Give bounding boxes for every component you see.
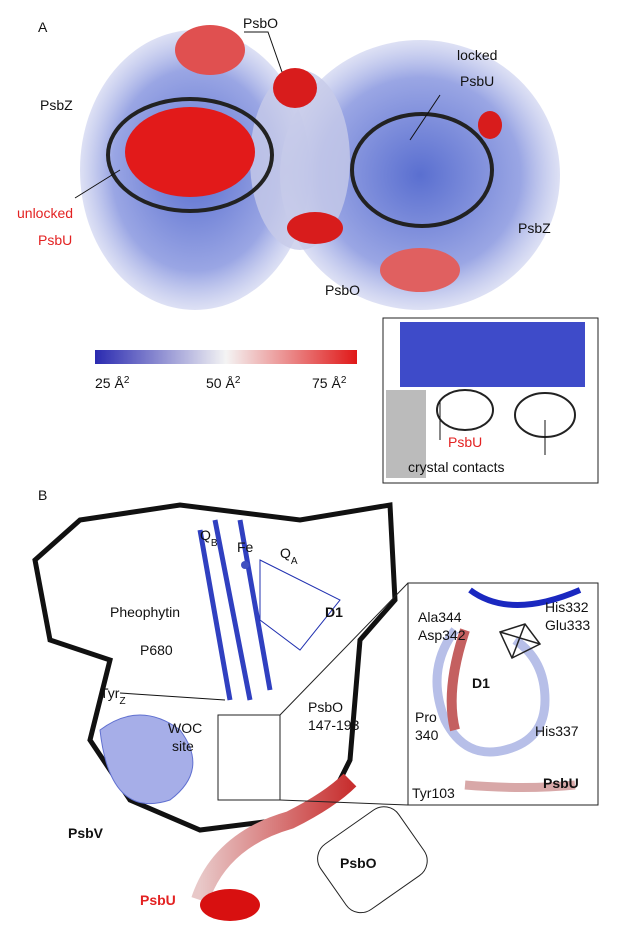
label: PsbO bbox=[340, 855, 377, 871]
psbu bbox=[200, 889, 260, 921]
label: PsbO bbox=[243, 15, 278, 31]
label: D1 bbox=[472, 675, 490, 691]
pointer bbox=[119, 692, 226, 701]
protein bbox=[400, 322, 585, 387]
circle bbox=[106, 97, 274, 213]
label: 147-193 bbox=[308, 717, 360, 733]
red-cluster bbox=[175, 25, 245, 75]
colorbar-label: 75 Å2 bbox=[312, 375, 347, 392]
colorbar-label: 50 Å2 bbox=[206, 375, 241, 392]
panel-label: B bbox=[38, 487, 47, 503]
label-part: 2 bbox=[124, 375, 130, 386]
zoom-line bbox=[279, 799, 409, 806]
label-part: Q bbox=[280, 545, 291, 561]
label: QA bbox=[280, 545, 298, 567]
pointer bbox=[409, 94, 441, 141]
psbo-shape bbox=[317, 806, 428, 914]
label: Pro bbox=[415, 709, 437, 725]
panel-label: A bbox=[38, 19, 48, 35]
zoom-inset: Ala344 Asp342 His332 Glu333 Pro 340 His3… bbox=[407, 582, 599, 806]
red-cluster bbox=[273, 68, 317, 108]
label-part: Q bbox=[200, 527, 211, 543]
backbone bbox=[464, 780, 576, 792]
label-part: 25 Å bbox=[95, 375, 124, 391]
label: P680 bbox=[140, 642, 173, 658]
label: 340 bbox=[415, 727, 439, 743]
circle bbox=[350, 112, 494, 228]
psbv bbox=[99, 714, 194, 805]
label: Ala344 bbox=[418, 609, 462, 625]
red-cluster bbox=[287, 212, 343, 244]
label: WOC bbox=[168, 720, 202, 736]
backbone bbox=[446, 628, 470, 732]
label: Fe bbox=[237, 539, 254, 555]
label: PsbZ bbox=[518, 220, 551, 236]
zoom-line bbox=[279, 582, 409, 716]
panel-b: B QB Fe QA Pheophytin D1 P680 TyrZ PsbO … bbox=[32, 487, 599, 921]
label: Pheophytin bbox=[110, 604, 180, 620]
backbone bbox=[468, 587, 582, 608]
label: PsbU bbox=[140, 892, 176, 908]
label: PsbU bbox=[460, 73, 494, 89]
pointer bbox=[74, 169, 121, 199]
label: crystal contacts bbox=[408, 459, 504, 475]
label: PsbO bbox=[325, 282, 360, 298]
zoom-box bbox=[217, 714, 281, 801]
label: PsbU bbox=[448, 434, 482, 450]
label: unlocked bbox=[17, 205, 73, 221]
molecule bbox=[280, 40, 560, 310]
label-part: Tyr bbox=[100, 685, 120, 701]
cofactor bbox=[259, 559, 341, 651]
label-part: A bbox=[291, 556, 298, 567]
inset: PsbU crystal contacts bbox=[382, 317, 599, 484]
label-part: B bbox=[211, 538, 218, 549]
colorbar-label: 25 Å2 bbox=[95, 375, 130, 392]
red-cluster bbox=[125, 107, 255, 197]
label: His332 bbox=[545, 599, 589, 615]
cluster bbox=[498, 623, 542, 660]
label: site bbox=[172, 738, 194, 754]
label-part: 50 Å bbox=[206, 375, 235, 391]
helix bbox=[197, 519, 273, 701]
label: PsbZ bbox=[40, 97, 73, 113]
colorbar bbox=[95, 350, 357, 364]
label: locked bbox=[457, 47, 497, 63]
label: PsbU bbox=[38, 232, 72, 248]
label: Asp342 bbox=[418, 627, 466, 643]
molecule bbox=[250, 70, 350, 250]
label: PsbU bbox=[543, 775, 579, 791]
panel-a: A PsbO locked PsbU PsbZ unlocked PsbU Ps… bbox=[17, 15, 599, 484]
circle bbox=[436, 389, 494, 431]
pointer bbox=[244, 31, 283, 73]
label: Glu333 bbox=[545, 617, 590, 633]
zoom-frame bbox=[407, 582, 599, 806]
label: PsbV bbox=[68, 825, 104, 841]
label: Tyr103 bbox=[412, 785, 455, 801]
label-part: 2 bbox=[341, 375, 347, 386]
psbu bbox=[191, 773, 357, 904]
backbone bbox=[432, 627, 550, 757]
label: His337 bbox=[535, 723, 579, 739]
label-part: 75 Å bbox=[312, 375, 341, 391]
label: QB bbox=[200, 527, 218, 549]
red-cluster bbox=[478, 111, 502, 139]
label-part: Z bbox=[119, 696, 125, 707]
protein bbox=[386, 390, 426, 478]
label: D1 bbox=[325, 604, 343, 620]
label: PsbO bbox=[308, 699, 343, 715]
label-part: 2 bbox=[235, 375, 241, 386]
fe bbox=[241, 561, 249, 569]
label: TyrZ bbox=[100, 685, 126, 707]
red-cluster bbox=[380, 248, 460, 292]
